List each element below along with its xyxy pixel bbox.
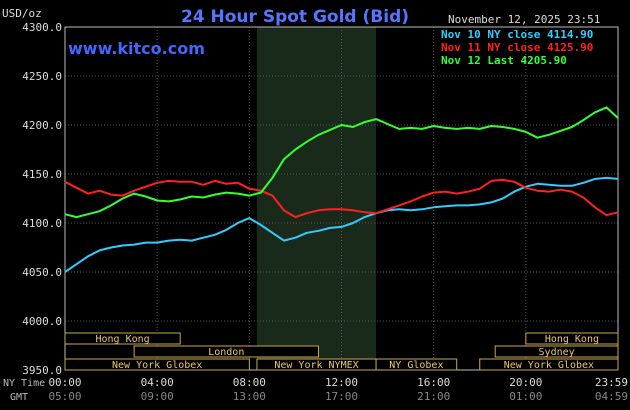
series-line	[64, 106, 619, 219]
legend: Nov 10 NY close 4114.90 Nov 11 NY close …	[441, 28, 593, 67]
x-tick-label-gmt: 09:00	[141, 390, 174, 403]
x-tick-label-ny: 20:00	[509, 376, 542, 389]
y-tick-label: 4150.0	[22, 168, 62, 181]
y-tick-label: 4100.0	[22, 217, 62, 230]
legend-item-nov10: Nov 10 NY close 4114.90	[441, 28, 593, 41]
row-label-gmt: GMT	[10, 392, 28, 403]
session-label: Hong Kong	[545, 334, 599, 345]
y-tick-label: 4050.0	[22, 266, 62, 279]
session-bar	[494, 345, 619, 358]
y-unit-label: USD/oz	[2, 7, 42, 20]
session-label: New York Globex	[112, 360, 202, 371]
x-axis-labels: 00:00 04:00 08:00 12:00 16:00 20:00 23:59 05:00…	[48, 376, 628, 403]
x-tick-label-ny: 08:00	[233, 376, 266, 389]
timestamp: November 12, 2025 23:51	[448, 13, 600, 26]
x-tick-label-gmt: 04:59	[595, 390, 628, 403]
x-tick-label-ny: 23:59	[595, 376, 628, 389]
x-tick-label-ny: 04:00	[141, 376, 174, 389]
y-tick-label: 4250.0	[22, 70, 62, 83]
session-label: New York Globex	[504, 360, 594, 371]
legend-item-nov11: Nov 11 NY close 4125.90	[441, 41, 593, 54]
x-tick-label-gmt: 17:00	[325, 390, 358, 403]
chart-title: 24 Hour Spot Gold (Bid)	[181, 7, 409, 27]
session-label: Sydney	[539, 347, 575, 358]
series-line	[64, 178, 619, 219]
y-tick-label: 4000.0	[22, 315, 62, 328]
y-tick-label: 4200.0	[22, 119, 62, 132]
session-bar	[525, 332, 619, 345]
legend-item-nov12: Nov 12 Last 4205.90	[441, 54, 567, 67]
session-label: Hong Kong	[96, 334, 150, 345]
session-bar	[479, 358, 619, 371]
session-label: London	[208, 347, 244, 358]
kitco-watermark: www.kitco.com	[68, 39, 205, 58]
gridlines	[65, 27, 618, 370]
price-series	[64, 106, 619, 273]
y-tick-label: 3950.0	[22, 364, 62, 377]
x-tick-label-ny: 00:00	[48, 376, 81, 389]
market-sessions: Hong Kong Hong Kong London Sydney New York G…	[64, 332, 619, 371]
x-tick-label-gmt: 01:00	[509, 390, 542, 403]
y-tick-label: 4300.0	[22, 21, 62, 34]
x-tick-label-ny: 12:00	[325, 376, 358, 389]
y-axis-labels: 4300.0 4250.0 4200.0 4150.0 4100.0 4050.0 4000…	[22, 21, 62, 377]
session-label: NY Globex	[389, 360, 443, 371]
nymex-session-shade	[256, 27, 377, 370]
session-bar	[375, 358, 458, 371]
row-label-ny-time: NY Time	[3, 378, 45, 389]
session-bar	[64, 358, 250, 371]
x-tick-label-gmt: 05:00	[48, 390, 81, 403]
x-tick-label-ny: 16:00	[417, 376, 450, 389]
session-bar	[64, 332, 181, 345]
session-bar	[133, 345, 319, 358]
session-label: New York NYMEX	[274, 360, 358, 371]
x-tick-label-gmt: 13:00	[233, 390, 266, 403]
x-tick-label-gmt: 21:00	[417, 390, 450, 403]
